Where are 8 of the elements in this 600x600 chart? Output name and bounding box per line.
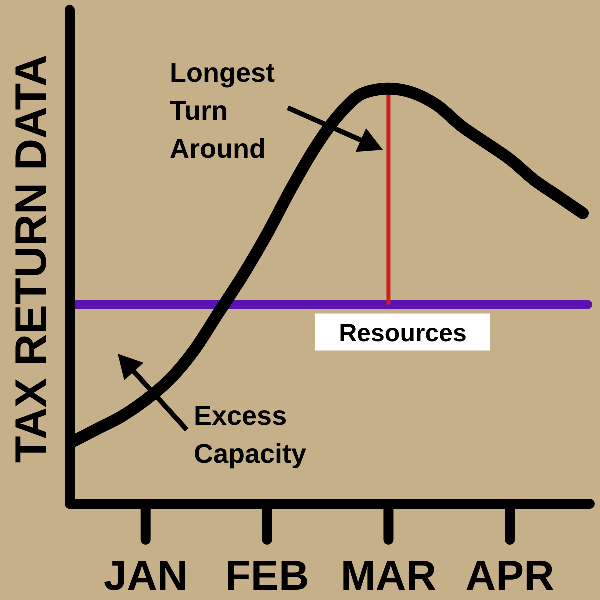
x-tick-label: APR [466, 552, 554, 599]
x-tick-label: MAR [340, 552, 437, 599]
annotation: Excess Capacity [194, 401, 307, 469]
annotation: Longest Turn Around [170, 58, 276, 164]
y-axis-title: TAX RETURN DATA [7, 54, 56, 464]
x-tick-label: FEB [225, 552, 310, 599]
x-tick-label: JAN [104, 552, 188, 599]
ref-line-label: Resources [339, 320, 467, 348]
